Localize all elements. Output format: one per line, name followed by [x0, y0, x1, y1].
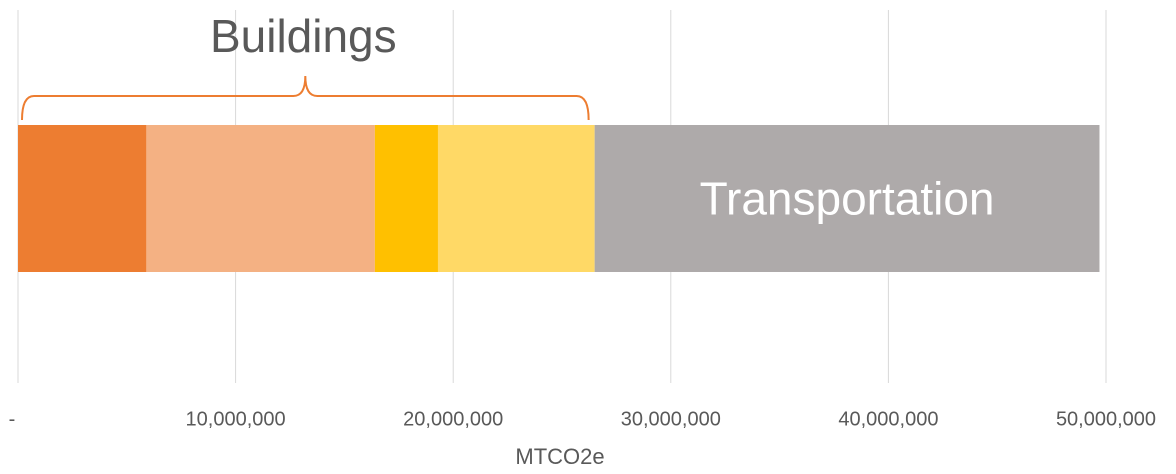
- x-axis-title: MTCO2e: [515, 444, 604, 469]
- annotation: Buildings: [210, 10, 397, 62]
- x-tick-label: 50,000,000: [1056, 408, 1156, 430]
- bar-segment: [594, 125, 1100, 272]
- bar-segment: [437, 125, 595, 272]
- x-tick-label: -: [9, 408, 16, 430]
- brace: [21, 75, 590, 121]
- x-tick-label: 20,000,000: [403, 408, 503, 430]
- segment-label: Transportation: [700, 173, 995, 225]
- x-tick-label: 40,000,000: [838, 408, 938, 430]
- bar-segment: [18, 125, 147, 272]
- bar-segment: [146, 125, 375, 272]
- bar-segment: [374, 125, 438, 272]
- x-tick-label: 10,000,000: [186, 408, 286, 430]
- x-tick-label: 30,000,000: [621, 408, 721, 430]
